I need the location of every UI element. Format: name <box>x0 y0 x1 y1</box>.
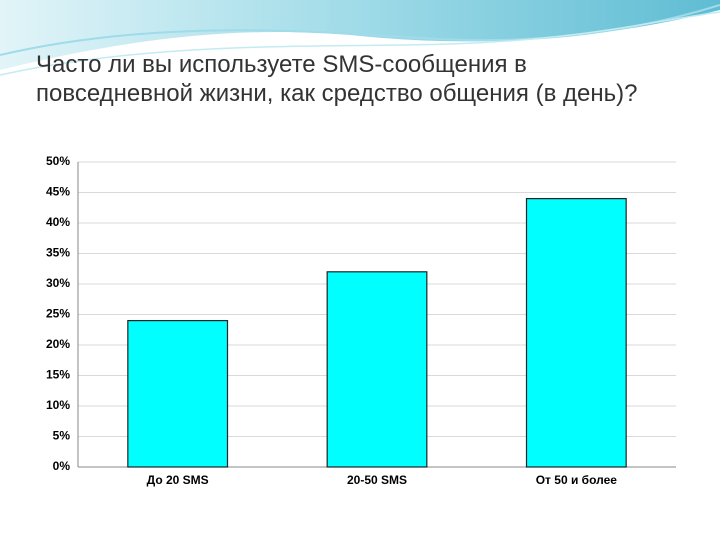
y-tick-label: 30% <box>46 276 70 290</box>
chart-title: Часто ли вы используете SMS-сообщения в … <box>36 51 638 107</box>
x-tick-label: 20-50 SMS <box>347 473 407 487</box>
y-tick-label: 0% <box>53 459 71 473</box>
y-tick-label: 50% <box>46 154 70 168</box>
y-tick-label: 15% <box>46 368 70 382</box>
bar <box>326 271 428 468</box>
y-tick-label: 10% <box>46 398 70 412</box>
y-tick-label: 5% <box>53 429 71 443</box>
bar <box>127 320 229 468</box>
y-tick-label: 25% <box>46 307 70 321</box>
y-tick-label: 40% <box>46 215 70 229</box>
bar <box>525 198 627 468</box>
y-tick-label: 45% <box>46 185 70 199</box>
x-tick-label: До 20 SMS <box>147 473 209 487</box>
header-decoration <box>0 0 720 76</box>
x-tick-label: От 50 и более <box>536 473 618 487</box>
y-tick-label: 20% <box>46 337 70 351</box>
y-tick-label: 35% <box>46 246 70 260</box>
